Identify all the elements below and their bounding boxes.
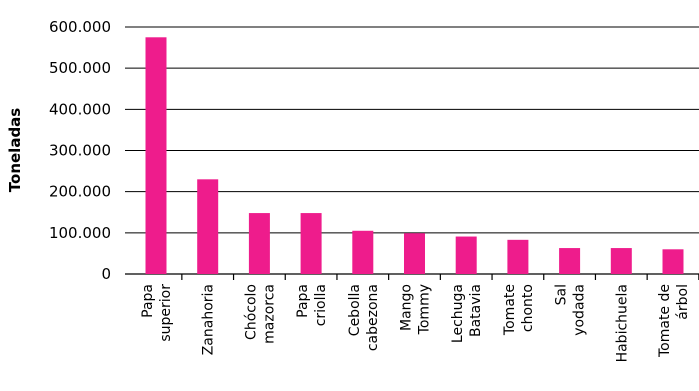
bar xyxy=(507,239,529,274)
bar xyxy=(455,236,477,274)
x-tick-label: Tomate chonto xyxy=(502,284,536,336)
y-tick-label: 200.000 xyxy=(49,183,111,201)
y-tick-label: 500.000 xyxy=(49,59,111,77)
x-tick-label: Papa criolla xyxy=(295,284,329,326)
bar xyxy=(352,230,374,274)
y-tick-labels: 0 100.000 200.000 300.000 400.000 500.000 600.… xyxy=(49,18,111,283)
x-tick-label: Mango Tommy xyxy=(399,284,433,335)
x-tick-label: Chócolo mazorca xyxy=(243,284,277,344)
y-tick-label: 100.000 xyxy=(49,224,111,242)
x-tick-label: Cebolla cabezona xyxy=(347,284,381,351)
bar xyxy=(559,248,581,274)
y-axis-label: Toneladas xyxy=(6,108,24,193)
x-tick-label: Lechuga Batavia xyxy=(450,284,484,343)
y-tick-label: 600.000 xyxy=(49,18,111,36)
bar xyxy=(404,233,425,274)
y-tick-label: 0 xyxy=(101,265,111,283)
x-tick-label: Sal yodada xyxy=(554,284,588,336)
x-tick-label: Tomate de árbol xyxy=(657,284,691,358)
x-tick-labels: Papa superior Zanahoria Chócolo mazorca Papa c… xyxy=(140,284,691,363)
x-tick-label: Papa superior xyxy=(140,284,174,342)
x-tick-label: Habichuela xyxy=(614,284,630,362)
bar xyxy=(300,213,322,274)
bars xyxy=(145,37,699,280)
bar xyxy=(145,37,167,274)
bar xyxy=(662,249,684,274)
bar xyxy=(197,179,219,274)
gridlines xyxy=(125,26,699,275)
x-tick-label: Zanahoria xyxy=(201,284,217,355)
y-tick-label: 400.000 xyxy=(49,100,111,118)
bar xyxy=(610,248,632,274)
bar xyxy=(248,213,270,274)
y-tick-label: 300.000 xyxy=(49,142,111,160)
